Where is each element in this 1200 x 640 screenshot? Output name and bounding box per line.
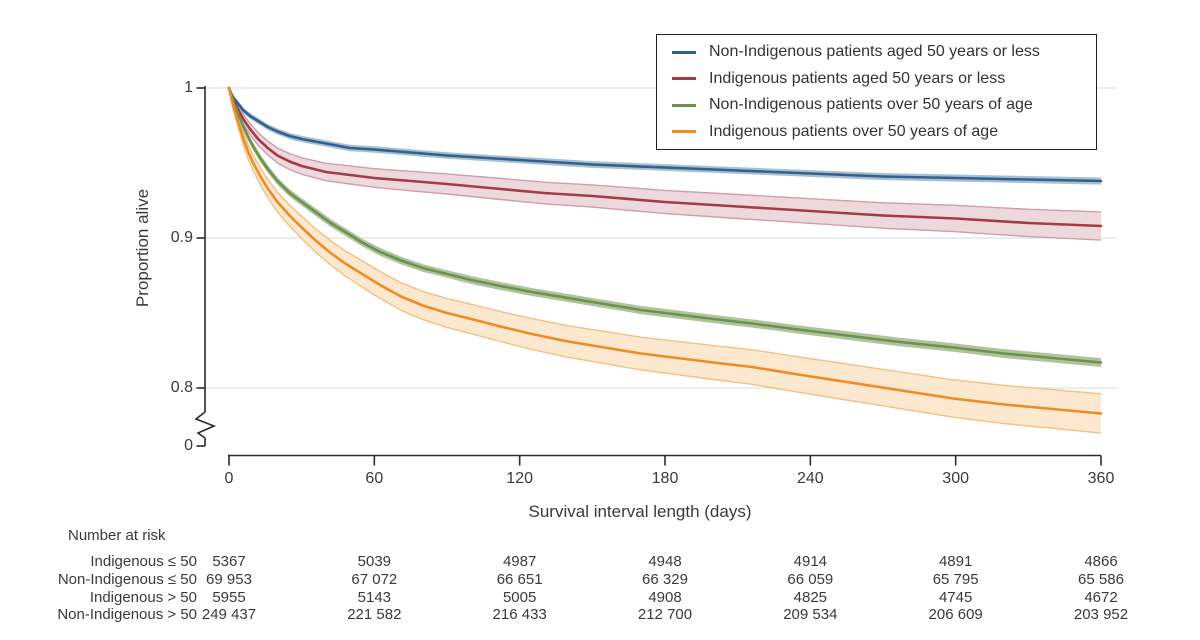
confidence-bands	[228, 87, 1102, 434]
y-tick-label: 0.8	[170, 379, 193, 396]
y-tick-label: 1	[184, 79, 193, 96]
series-line-non-indigenous-le-50	[227, 86, 1103, 183]
y-axis-break	[194, 411, 217, 439]
ci-upper-non-indigenous-le-50	[228, 87, 1102, 179]
legend-line-swatch	[672, 103, 696, 107]
x-tick-label: 0	[224, 470, 234, 487]
ci-lower-indigenous-gt-50	[228, 87, 1102, 434]
x-tick-label: 180	[651, 470, 679, 487]
series-line-indigenous-le-50	[227, 86, 1103, 228]
y-tick-label: 0	[184, 437, 193, 454]
ci-band-indigenous-gt-50	[229, 88, 1101, 434]
x-tick-label: 360	[1087, 470, 1115, 487]
x-axis-title: Survival interval length (days)	[528, 502, 752, 521]
x-tick-label: 300	[942, 470, 969, 487]
legend-item-indigenous-gt-50: Indigenous patients over 50 years of age	[657, 119, 1096, 144]
ci-lower-non-indigenous-le-50	[228, 87, 1102, 185]
legend-label: Indigenous patients aged 50 years or les…	[709, 69, 1006, 87]
survival-curves	[227, 86, 1103, 415]
legend-item-non-indigenous-gt-50: Non-Indigenous patients over 50 years of…	[657, 93, 1096, 118]
legend-item-indigenous-le-50: Indigenous patients aged 50 years or les…	[657, 66, 1096, 91]
ci-band-non-indigenous-gt-50	[229, 88, 1101, 367]
x-tick-label: 120	[506, 470, 533, 487]
x-tick-label: 240	[796, 470, 824, 487]
x-tick-label: 60	[365, 470, 384, 487]
ci-upper-indigenous-gt-50	[228, 87, 1102, 395]
legend-line-swatch	[672, 77, 696, 81]
ci-upper-indigenous-le-50	[228, 87, 1102, 213]
y-tick-label: 0.9	[170, 229, 193, 246]
legend-label: Indigenous patients over 50 years of age	[709, 122, 999, 140]
legend: Non-Indigenous patients aged 50 years or…	[656, 34, 1097, 150]
legend-label: Non-Indigenous patients aged 50 years or…	[709, 43, 1040, 61]
y-axis-title: Proportion alive	[133, 188, 152, 308]
series-line-indigenous-gt-50	[227, 86, 1103, 415]
legend-label: Non-Indigenous patients over 50 years of…	[709, 96, 1033, 114]
axes	[194, 86, 1102, 466]
legend-line-swatch	[672, 50, 696, 54]
legend-item-non-indigenous-le-50: Non-Indigenous patients aged 50 years or…	[657, 40, 1096, 65]
series-line-non-indigenous-gt-50	[227, 86, 1103, 364]
ci-band-indigenous-le-50	[229, 88, 1101, 241]
legend-line-swatch	[672, 130, 696, 134]
